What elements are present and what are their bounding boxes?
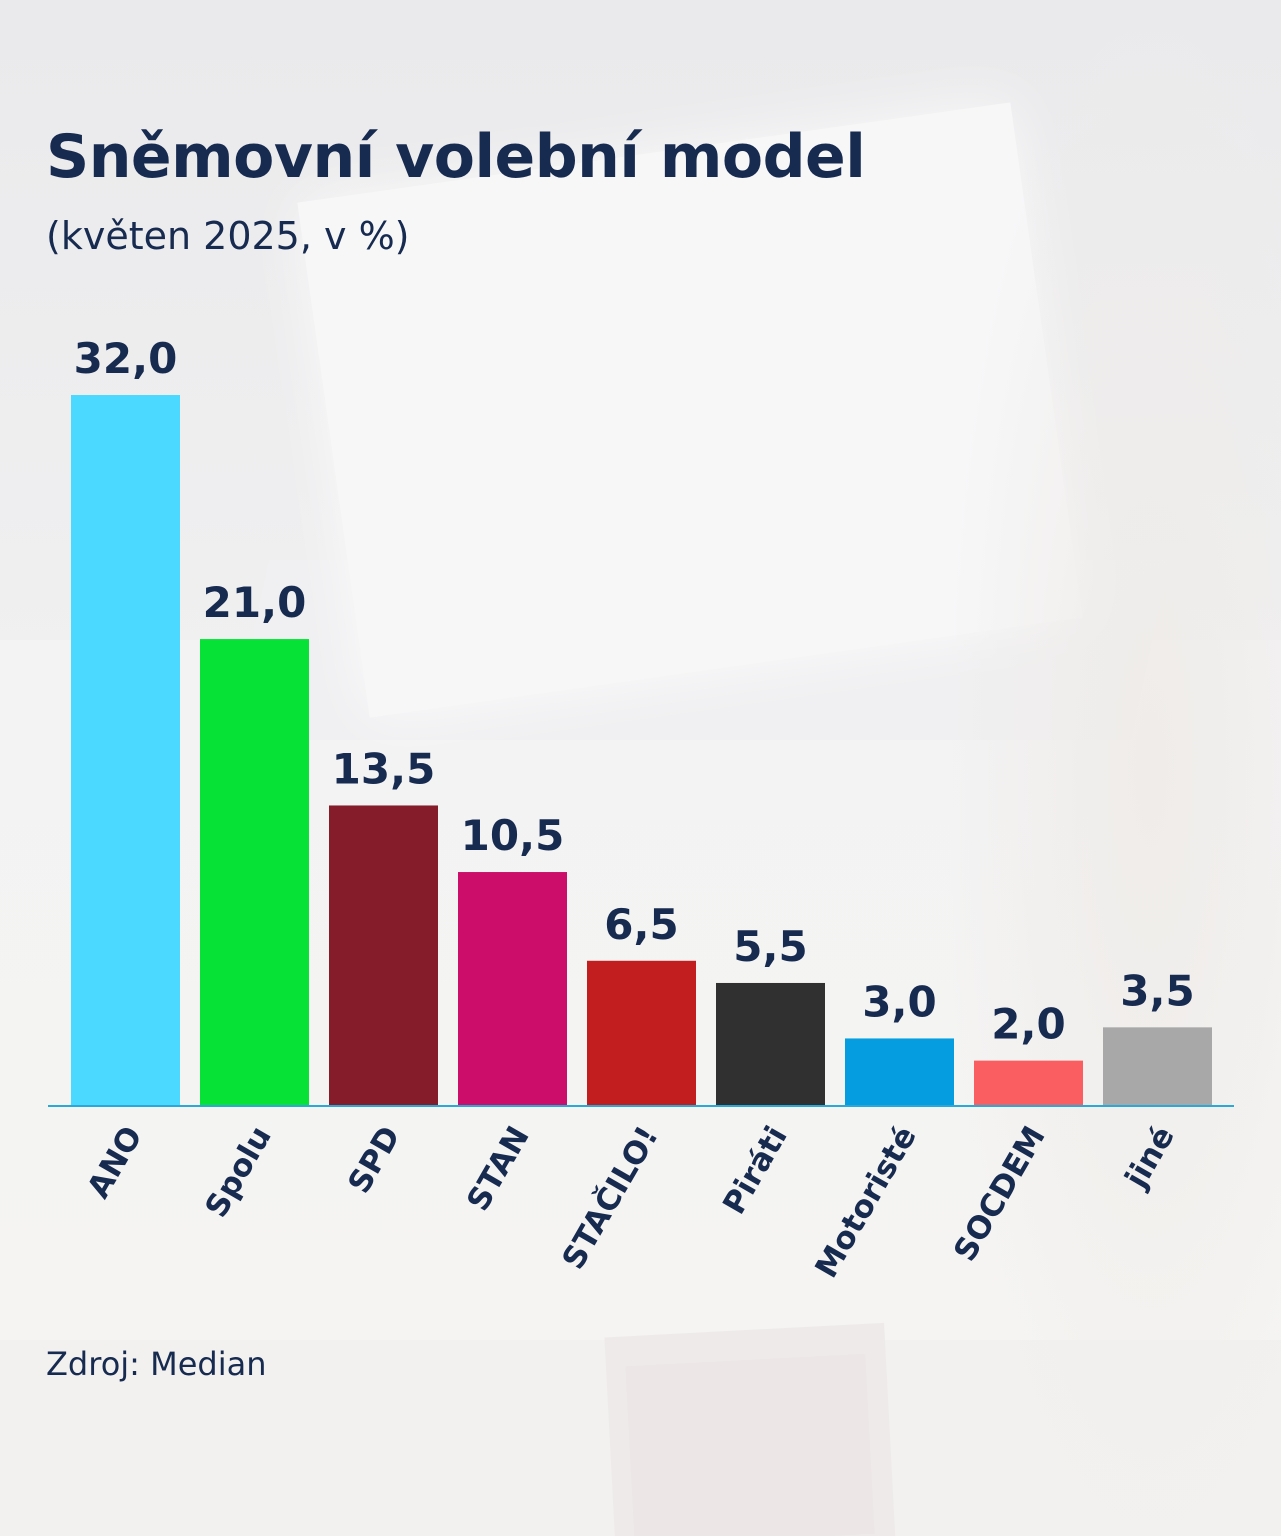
category-label-stacilo: STAČILO! — [555, 1120, 666, 1276]
category-label-stan: STAN — [460, 1120, 537, 1217]
value-label-socdem: 2,0 — [991, 1000, 1065, 1049]
value-label-stan: 10,5 — [461, 811, 565, 860]
category-label-pirati: Piráti — [716, 1120, 795, 1220]
value-label-pirati: 5,5 — [733, 922, 807, 971]
category-label-socdem: SOCDEM — [947, 1120, 1053, 1267]
chart-subtitle: (květen 2025, v %) — [46, 214, 410, 258]
chart-title: Sněmovní volební model — [46, 122, 866, 192]
value-label-motoriste: 3,0 — [862, 977, 936, 1026]
bar-spolu — [200, 639, 309, 1105]
category-label-spolu: Spolu — [198, 1120, 278, 1223]
category-label-spd: SPD — [341, 1120, 408, 1199]
bar-motoriste — [845, 1038, 954, 1105]
bar-stacilo — [587, 960, 696, 1105]
bar-stan — [458, 872, 567, 1105]
background-blur — [941, 0, 1281, 1536]
source-note: Zdroj: Median — [46, 1345, 267, 1383]
value-labels-group: 32,0 21,0 13,5 10,5 6,5 5,5 3,0 2,0 3,5 — [74, 334, 1195, 1049]
bar-spd — [329, 805, 438, 1105]
value-label-jine: 3,5 — [1120, 966, 1194, 1015]
bar-pirati — [716, 982, 825, 1105]
value-label-spd: 13,5 — [332, 744, 436, 793]
bar-jine — [1103, 1027, 1212, 1105]
category-labels-group: ANO Spolu SPD STAN STAČILO! Piráti Motoristé SO… — [80, 1120, 1181, 1284]
category-label-ano: ANO — [80, 1120, 149, 1204]
value-label-stacilo: 6,5 — [604, 900, 678, 949]
bar-ano — [71, 395, 180, 1105]
value-label-ano: 32,0 — [74, 334, 178, 383]
bar-socdem — [974, 1060, 1083, 1105]
category-label-jine: jiné — [1117, 1120, 1181, 1195]
category-label-motoriste: Motoristé — [808, 1120, 923, 1284]
bars-group — [71, 395, 1212, 1105]
value-label-spolu: 21,0 — [203, 578, 307, 627]
